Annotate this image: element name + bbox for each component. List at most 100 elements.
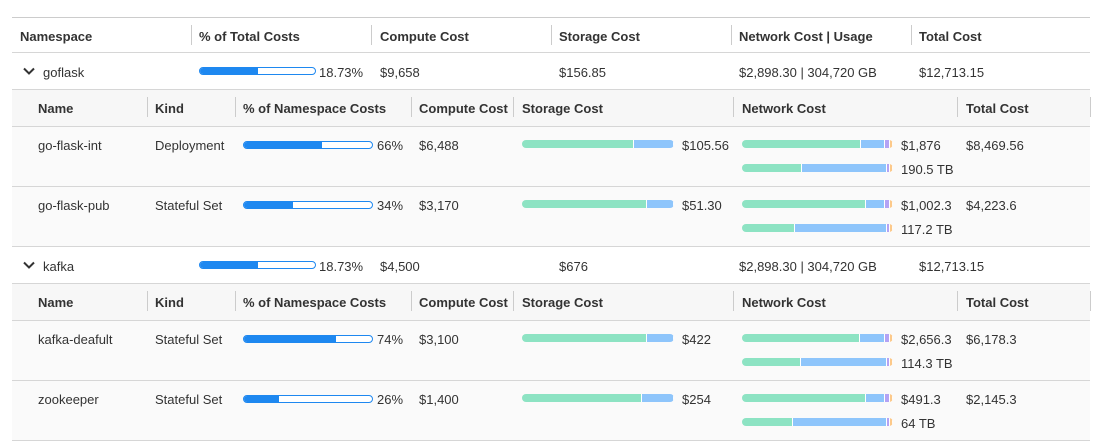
storage-bar-segment [646,334,674,342]
namespace-network: $2,898.30 | 304,720 GB [739,259,877,274]
sub-col-1[interactable]: Kind [155,101,184,116]
storage-bar-segment [646,200,674,208]
network-cost-bar-segment [742,394,866,402]
network-cost-bar-segment [889,334,893,342]
chevron-down-icon[interactable] [22,258,36,272]
sub-col-6[interactable]: Total Cost [966,295,1029,310]
workload-pct: 26% [377,392,404,407]
network-cost-bar-segment [885,140,890,148]
namespace-storage: $676 [559,259,588,274]
workload-pct-bar [243,335,373,343]
workload-row[interactable]: kafka-deafult Stateful Set 74% $3,100 $422 $2… [12,321,1090,381]
workload-row[interactable]: go-flask-int Deployment 66% $6,488 $105.56 $1… [12,127,1090,187]
namespace-total: $12,713.15 [919,259,985,274]
network-usage-bar-segment [742,418,794,426]
column-divider [1090,291,1091,311]
workload-network: $1,876 [901,138,941,153]
workload-row[interactable]: zookeeper Stateful Set 26% $1,400 $254 $491.3… [12,381,1090,441]
col-compute[interactable]: Compute Cost [380,29,469,44]
workload-name: zookeeper [38,392,99,407]
workload-pct-bar-fill [244,202,293,208]
sub-col-6[interactable]: Total Cost [966,101,1029,116]
namespace-storage: $156.85 [559,65,606,80]
column-divider [147,291,148,311]
network-cost-bar-segment [742,334,860,342]
network-usage-bar-segment [886,164,890,172]
sub-col-1[interactable]: Kind [155,295,184,310]
col-pct-total[interactable]: % of Total Costs [199,29,300,44]
sub-col-4[interactable]: Storage Cost [522,295,603,310]
namespace-pct-bar [199,67,316,75]
column-divider [513,97,514,117]
storage-bar-segment [522,140,635,148]
workload-total: $4,223.6 [966,198,1017,213]
network-cost-bar [742,200,893,208]
namespace-network: $2,898.30 | 304,720 GB [739,65,877,80]
storage-bar [522,334,674,342]
col-network[interactable]: Network Cost | Usage [739,29,873,44]
network-usage-bar-segment [889,418,893,426]
namespace-pct-bar-fill [200,262,258,268]
network-usage-bar-segment [886,224,890,232]
network-usage-bar [742,358,893,366]
workload-usage: 117.2 TB [901,222,953,237]
workload-name: kafka-deafult [38,332,113,347]
column-divider [235,97,236,117]
storage-bar [522,394,674,402]
sub-col-0[interactable]: Name [38,295,74,310]
col-storage[interactable]: Storage Cost [559,29,640,44]
network-usage-bar [742,418,893,426]
network-cost-bar [742,334,893,342]
sub-col-3[interactable]: Compute Cost [419,295,508,310]
sub-col-4[interactable]: Storage Cost [522,101,603,116]
chevron-down-icon[interactable] [22,64,36,78]
workload-total: $2,145.3 [966,392,1017,407]
sub-col-0[interactable]: Name [38,101,74,116]
workload-kind: Stateful Set [155,198,223,213]
sub-col-2[interactable]: % of Namespace Costs [243,101,387,116]
sub-col-2[interactable]: % of Namespace Costs [243,295,387,310]
workload-kind: Deployment [155,138,225,153]
column-divider [235,291,236,311]
workload-pct-bar [243,201,373,209]
workload-pct: 74% [377,332,404,347]
network-cost-bar-segment [885,334,890,342]
workload-compute: $6,488 [419,138,459,153]
workload-name: go-flask-pub [38,198,110,213]
network-usage-bar [742,224,893,232]
namespace-row[interactable]: kafka 18.73% $4,500 $676 $2,898.30 | 304,720… [12,247,1090,284]
namespace-total: $12,713.15 [919,65,985,80]
col-namespace[interactable]: Namespace [20,29,93,44]
network-cost-bar-segment [865,394,886,402]
sub-table-header: Name Kind % of Namespace Costs Compute Cost… [12,284,1091,321]
table-header: Namespace % of Total Costs Compute Cost … [12,18,1090,53]
network-cost-bar-segment [861,140,886,148]
workload-storage: $105.56 [682,138,729,153]
network-cost-bar-segment [859,334,886,342]
storage-bar-segment [634,140,674,148]
namespace-row[interactable]: goflask 18.73% $9,658 $156.85 $2,898.30 | 30… [12,53,1090,90]
workload-pct-bar-fill [244,142,323,148]
col-total[interactable]: Total Cost [919,29,982,44]
column-divider [957,97,958,117]
namespace-compute: $4,500 [380,259,420,274]
network-cost-bar-segment [742,200,866,208]
network-cost-bar-segment [889,394,893,402]
column-divider [411,97,412,117]
workload-row[interactable]: go-flask-pub Stateful Set 34% $3,170 $51.30 $… [12,187,1090,247]
workload-network: $491.3 [901,392,941,407]
network-usage-bar-segment [794,224,887,232]
sub-col-5[interactable]: Network Cost [742,295,826,310]
workload-storage: $422 [682,332,711,347]
cost-table: Namespace % of Total Costs Compute Cost … [12,17,1091,441]
namespace-pct: 18.73% [319,65,364,80]
sub-col-3[interactable]: Compute Cost [419,101,508,116]
column-divider [411,291,412,311]
network-usage-bar-segment [800,358,887,366]
network-cost-bar [742,394,893,402]
column-divider [957,291,958,311]
column-divider [733,97,734,117]
workload-usage: 64 TB [901,416,936,431]
workload-total: $8,469.56 [966,138,1024,153]
sub-col-5[interactable]: Network Cost [742,101,826,116]
